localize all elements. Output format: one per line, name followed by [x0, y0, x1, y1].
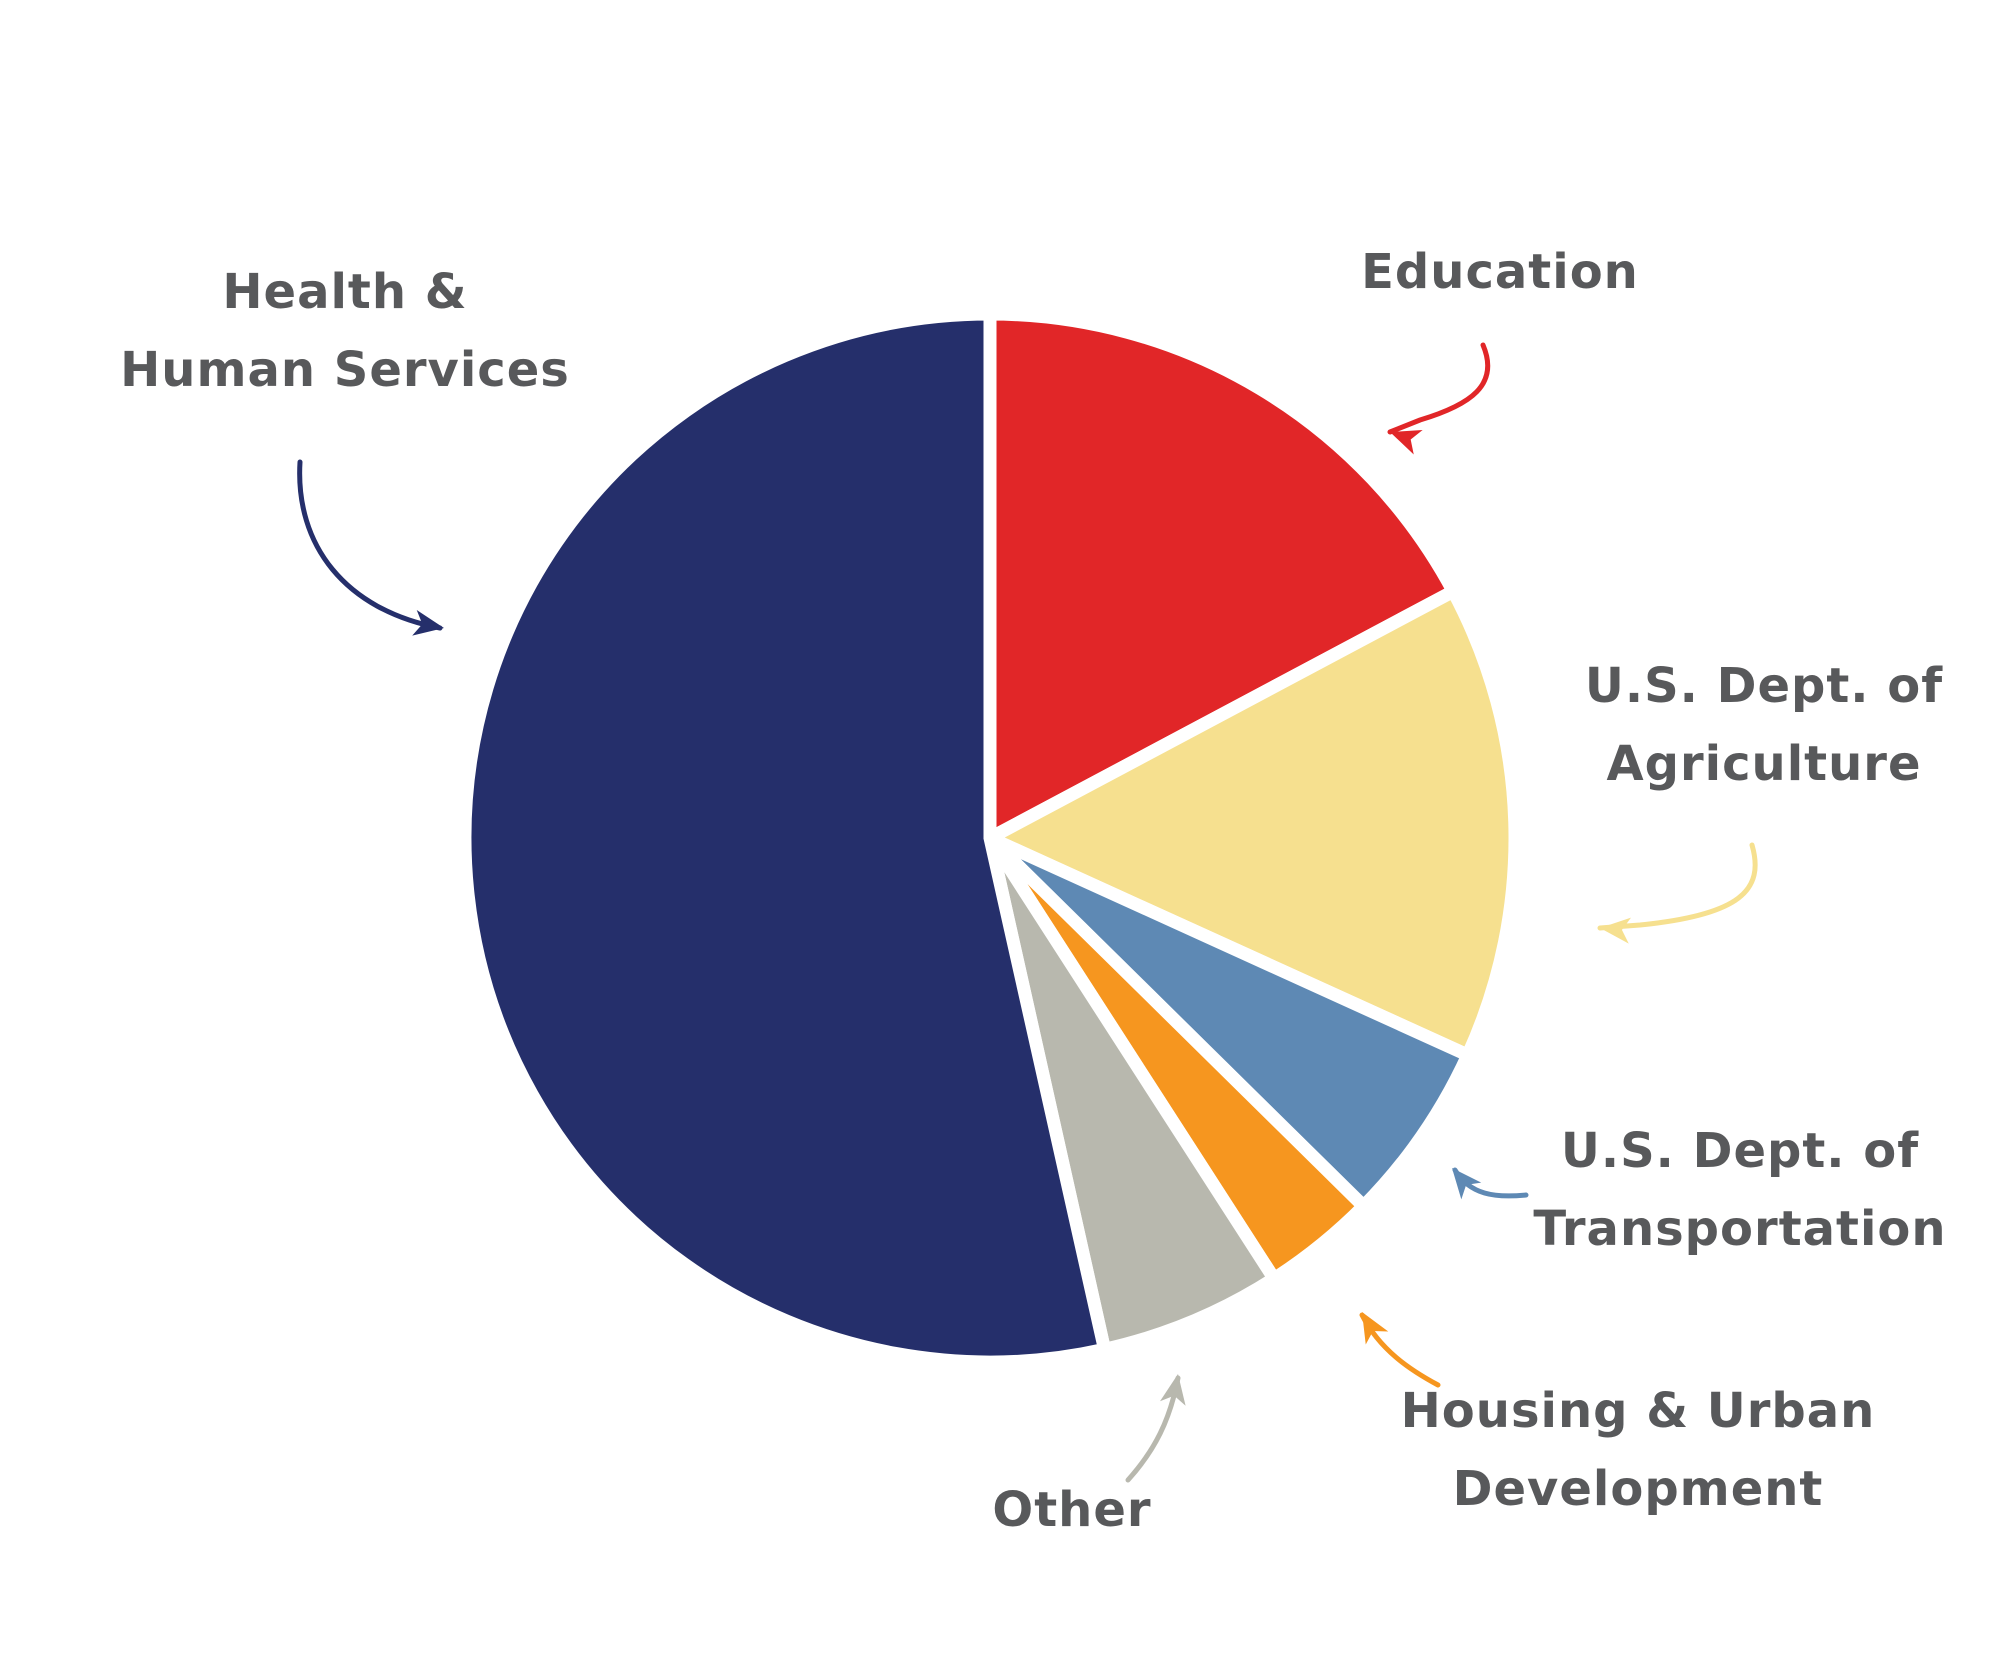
- arrowhead-icon: [1600, 917, 1632, 944]
- slice-label-line: U.S. Dept. of: [1585, 658, 1943, 714]
- slice-label-line: Health &: [222, 264, 467, 320]
- slice-label: U.S. Dept. of Agriculture: [1585, 658, 1943, 792]
- arrowhead-icon: [1452, 1168, 1482, 1200]
- slice-label: Health & Human Services: [120, 264, 570, 398]
- slice-label-line: Human Services: [120, 342, 570, 398]
- slice-label-line: Development: [1453, 1461, 1824, 1517]
- arrow-health-human-services: [297, 459, 443, 631]
- arrowhead-icon: [1362, 1312, 1389, 1345]
- slice-label-line: Transportation: [1533, 1201, 1946, 1257]
- pie-slice-health-human-services: [458, 307, 1113, 1369]
- slice-label-line: Agriculture: [1606, 736, 1921, 792]
- slice-label: Education: [1361, 244, 1639, 300]
- slice-label: Housing & Urban Development: [1401, 1383, 1876, 1517]
- arrowhead-icon: [1390, 430, 1423, 455]
- slice-label: Other: [992, 1482, 1151, 1538]
- slice-label: U.S. Dept. of Transportation: [1533, 1123, 1946, 1257]
- arrow-education: [1387, 342, 1491, 435]
- pie-slice-education: [983, 307, 1463, 849]
- slice-label-line: Other: [992, 1482, 1151, 1538]
- arrowhead-icon: [412, 609, 444, 636]
- slice-label-line: Education: [1361, 244, 1639, 300]
- arrow-u-s-dept-of-agriculture: [1597, 842, 1758, 931]
- slice-label-line: Housing & Urban: [1401, 1383, 1876, 1439]
- label-arrows: [297, 342, 1758, 1483]
- pie-slice-u-s-dept-of-agriculture: [975, 582, 1522, 1064]
- slice-label-line: U.S. Dept. of: [1561, 1123, 1919, 1179]
- pie-slices: [458, 307, 1522, 1369]
- arrowhead-icon: [1159, 1374, 1186, 1406]
